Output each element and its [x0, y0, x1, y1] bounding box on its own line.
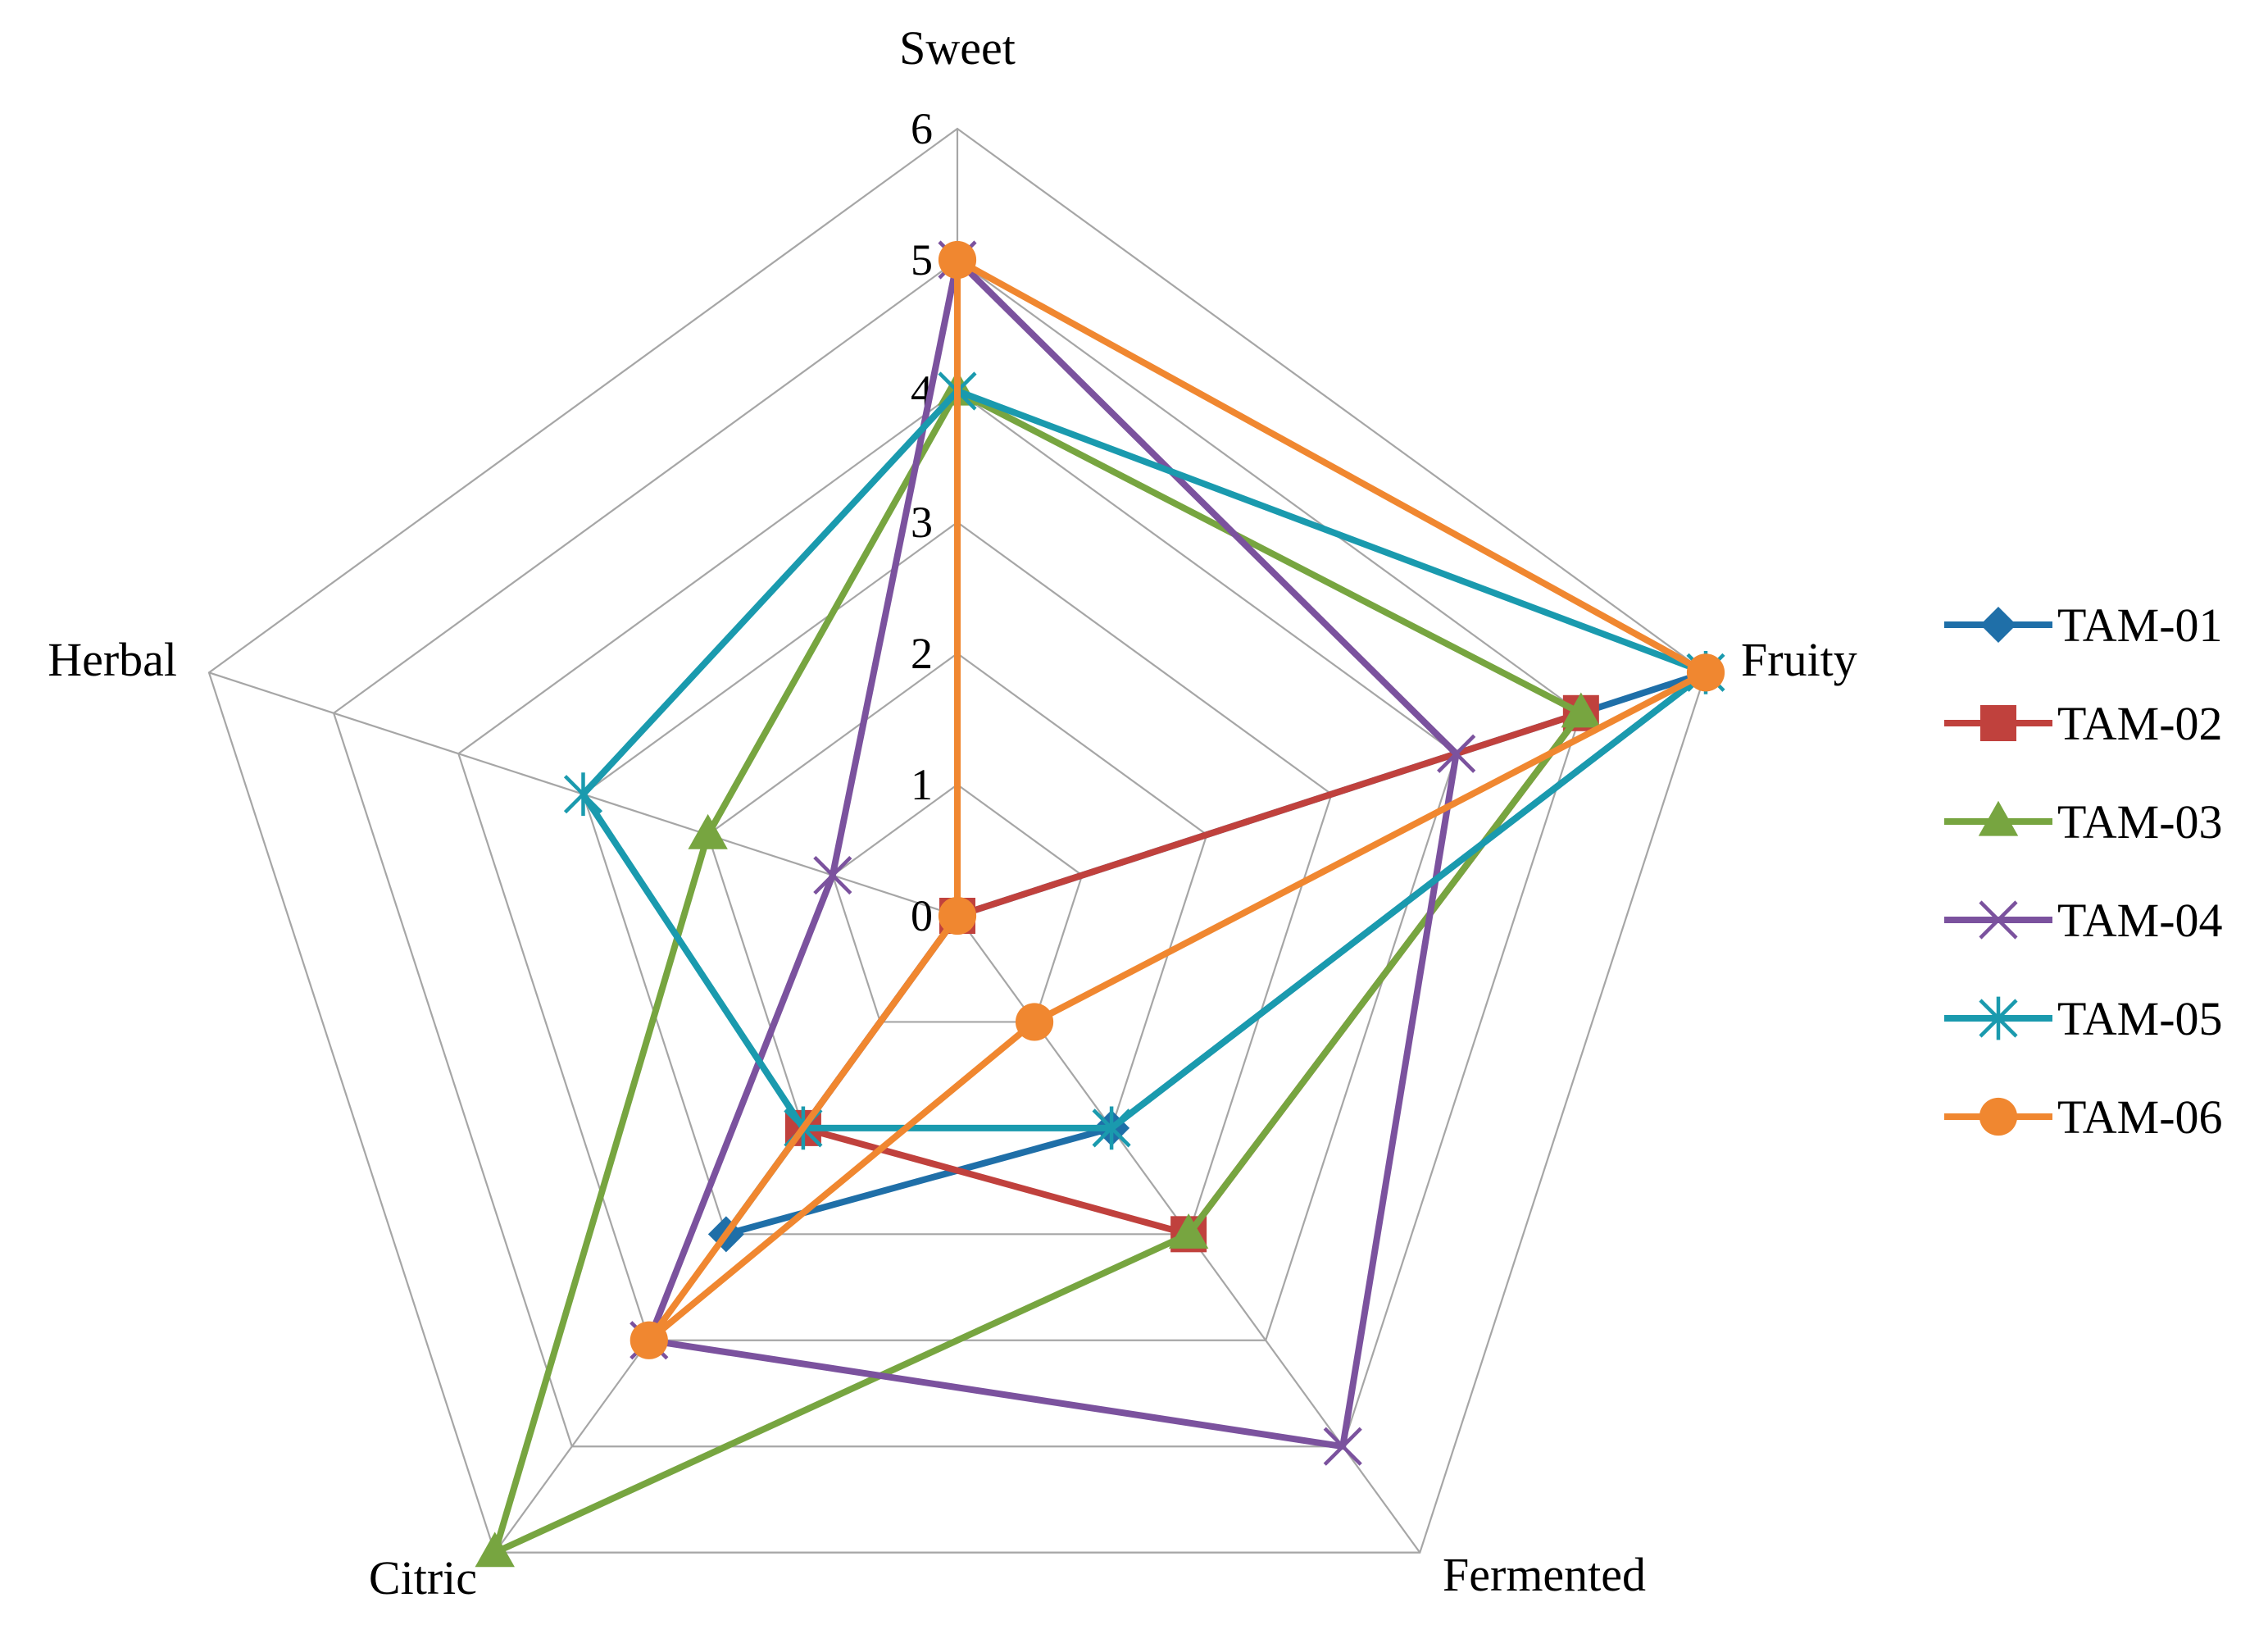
legend-item-tam-03: TAM-03	[1944, 795, 2223, 849]
legend-item-tam-01-swatch-marker	[1980, 607, 2016, 643]
series-tam-03-point-citric	[475, 1532, 515, 1568]
tick-label-1: 1	[911, 760, 933, 809]
grid-ring-6	[207, 127, 1707, 1554]
tick-label-6: 6	[911, 104, 933, 153]
series-tam-04-point-herbal	[813, 855, 852, 895]
axis-label-herbal: Herbal	[48, 633, 177, 686]
axis-label-fruity: Fruity	[1741, 633, 1857, 686]
legend-item-tam-04: TAM-04	[1944, 894, 2223, 947]
axis-label-citric: Citric	[369, 1551, 477, 1605]
tick-label-3: 3	[911, 498, 933, 547]
series-tam-03-point-fermented	[1168, 1213, 1209, 1249]
series-tam-05-point-fermented	[1092, 1106, 1131, 1150]
legend-item-tam-03-swatch-marker	[1978, 800, 2019, 836]
legend-item-tam-04-label: TAM-04	[2057, 894, 2223, 947]
axis-label-fermented: Fermented	[1443, 1548, 1646, 1601]
tick-label-5: 5	[911, 235, 933, 284]
tick-label-2: 2	[911, 629, 933, 678]
legend: TAM-01 TAM-02 TAM-03 TAM-04 TAM-05 TAM-06	[1944, 599, 2223, 1144]
grid-ring-3	[582, 521, 1333, 1236]
series-tam-03-point-fruity	[1561, 692, 1602, 728]
grid-ring-1	[831, 783, 1084, 1023]
legend-item-tam-01: TAM-01	[1944, 599, 2223, 652]
legend-item-tam-03-label: TAM-03	[2057, 795, 2223, 849]
series-tam-03-point-herbal	[688, 813, 728, 849]
series-tam-05-point-herbal	[563, 772, 603, 817]
series-tam-06-point-fruity	[1686, 653, 1725, 692]
series-tam-03-line	[491, 388, 1584, 1556]
series-tam-06-point-herbal	[938, 896, 977, 935]
series-tam-06-line	[645, 257, 1710, 1344]
series-tam-06-point-fermented	[1015, 1003, 1054, 1041]
series-tam-05-line	[579, 388, 1710, 1131]
legend-item-tam-05-swatch-marker	[1979, 996, 2018, 1040]
legend-item-tam-05-label: TAM-05	[2057, 992, 2223, 1045]
legend-item-tam-05: TAM-05	[1944, 992, 2223, 1045]
legend-item-tam-04-swatch-marker	[1979, 900, 2018, 940]
series-tam-04-point-fruity	[1437, 734, 1476, 773]
legend-item-tam-02: TAM-02	[1944, 697, 2223, 750]
legend-item-tam-02-label: TAM-02	[2057, 697, 2223, 750]
axis-labels: Sweet Fruity Fermented Citric Herbal	[48, 21, 1857, 1605]
axis-label-sweet: Sweet	[899, 21, 1016, 75]
legend-item-tam-06: TAM-06	[1944, 1090, 2223, 1144]
series-tam-04-point-fermented	[1323, 1427, 1362, 1466]
legend-item-tam-06-swatch-marker	[1979, 1097, 2018, 1136]
series-tam-06-point-sweet	[938, 240, 977, 280]
legend-item-tam-02-swatch-marker	[1980, 705, 2016, 741]
grid-ring-5	[332, 258, 1583, 1448]
series-tam-06	[629, 240, 1725, 1359]
series-tam-04-line	[645, 257, 1460, 1450]
series-tam-06-point-citric	[629, 1321, 668, 1359]
legend-item-tam-01-label: TAM-01	[2057, 599, 2223, 652]
data-series	[475, 240, 1725, 1568]
series-tam-03	[475, 370, 1602, 1568]
series-tam-02	[784, 694, 1599, 1253]
tick-label-0: 0	[911, 891, 933, 940]
legend-item-tam-06-label: TAM-06	[2057, 1090, 2223, 1144]
